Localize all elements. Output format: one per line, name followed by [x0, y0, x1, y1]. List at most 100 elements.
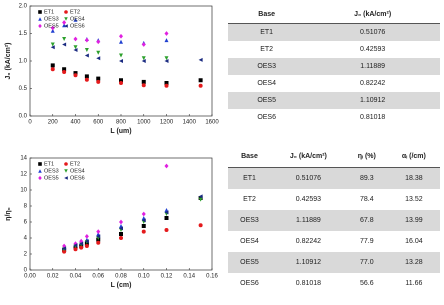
- data-point: [84, 37, 89, 43]
- data-point: [73, 48, 78, 52]
- legend-label: OES6: [70, 175, 85, 181]
- legend-label: OES6: [70, 23, 85, 29]
- x-tick-label: 0.12: [161, 274, 173, 280]
- data-point: [141, 83, 146, 88]
- x-tick-label: 400: [70, 120, 81, 126]
- table-cell: 78.4: [360, 196, 374, 203]
- data-point: [164, 38, 169, 43]
- header-row: Base J₀ (kA/cm²) ηᵢ (%) αᵢ (/cm): [228, 146, 440, 168]
- legend-label: OES5: [44, 175, 59, 181]
- legend-marker: [64, 17, 68, 21]
- y-tick-label: 2: [24, 252, 28, 258]
- data-point: [73, 45, 78, 50]
- x-tick-label: 0.02: [47, 274, 59, 280]
- legend-marker: [64, 176, 68, 180]
- table-cell: ET2: [260, 46, 274, 53]
- table-row: OES5 1.10912: [228, 92, 440, 109]
- table-cell: OES3: [228, 58, 306, 75]
- data-point: [141, 211, 146, 217]
- data-point: [141, 56, 146, 61]
- legend-marker: [64, 162, 68, 166]
- y-tick-label: 4: [24, 236, 28, 242]
- data-point: [141, 79, 146, 84]
- data-point: [50, 45, 55, 50]
- data-point: [79, 245, 84, 250]
- data-point: [119, 39, 123, 44]
- data-point: [50, 25, 55, 31]
- x-tick-label: 0.00: [24, 274, 36, 280]
- table-cell: 1.11889: [270, 210, 346, 231]
- data-point: [62, 70, 67, 74]
- data-point: [96, 50, 101, 55]
- legend-label: OES3: [44, 168, 59, 174]
- table-cell: OES6: [240, 280, 259, 287]
- data-point: [73, 17, 78, 22]
- legend-marker: [38, 162, 42, 166]
- data-point: [198, 223, 203, 228]
- data-point: [119, 33, 123, 39]
- data-point: [119, 59, 123, 63]
- table-cell: OES5: [228, 92, 306, 109]
- table-cell: 1.11889: [305, 58, 440, 75]
- table-cell: 11.66: [405, 280, 423, 287]
- y-tick-label: 1.0: [19, 59, 28, 65]
- x-tick-label: 200: [48, 120, 59, 126]
- data-point: [141, 218, 146, 223]
- charts: 0 200 400 600 800 1000 1200 1400 1600 0.0 0.5 1.0 1.…: [5, 4, 219, 289]
- data-point: [62, 20, 67, 25]
- x-tick-label: 0.06: [92, 274, 104, 280]
- y-tick-label: 6: [24, 220, 28, 226]
- header-cell: Base: [228, 6, 306, 24]
- table-row: OES4 0.82242: [228, 75, 440, 92]
- table-row: ET2 0.42593 78.4 13.52: [228, 189, 440, 210]
- data-point: [73, 71, 78, 76]
- table-cell: 56.6: [360, 280, 374, 287]
- data-point: [96, 79, 101, 84]
- x-tick-label: 1200: [160, 120, 174, 126]
- header-cell: Base: [228, 146, 271, 168]
- legend-label: OES4: [70, 168, 85, 174]
- x-axis-label: L (cm): [111, 282, 132, 289]
- legend-marker: [64, 169, 68, 173]
- x-tick-label: 0: [28, 120, 32, 126]
- table-cell: ET1: [228, 167, 271, 189]
- legend-label: OES3: [44, 16, 59, 22]
- y-tick-label: 1.5: [19, 31, 28, 37]
- y-tick-label: 0.0: [19, 114, 28, 120]
- data-point: [96, 234, 101, 239]
- data-point: [164, 210, 169, 215]
- data-point: [119, 232, 123, 236]
- legend-marker: [38, 10, 42, 14]
- legend-label: OES4: [70, 16, 85, 22]
- data-point: [119, 81, 123, 85]
- data-point: [84, 244, 89, 248]
- header-cell: J₀ (kA/cm²): [270, 146, 346, 168]
- x-tick-label: 0.04: [70, 274, 82, 280]
- data-point: [164, 81, 169, 85]
- data-point: [73, 36, 78, 42]
- legend-marker: [64, 24, 68, 28]
- x-tick-label: 0.10: [138, 274, 150, 280]
- data-point: [50, 42, 55, 47]
- y-tick-label: 12: [20, 172, 27, 178]
- table-cell: 16.04: [405, 238, 423, 245]
- data-table: Base J₀ (kA/cm²) ET1 0.51076 ET2 0.42593 OES3 1…: [228, 6, 440, 126]
- data-point: [141, 59, 146, 63]
- data-point: [73, 243, 78, 248]
- x-tick-label: 1600: [205, 120, 219, 126]
- data-point: [164, 83, 169, 88]
- table-cell: 0.42593: [360, 46, 386, 53]
- x-tick-label: 600: [93, 120, 104, 126]
- table-cell: 77.0: [345, 252, 388, 273]
- table-row: ET1 0.51076 89.3 18.38: [228, 167, 440, 189]
- data-point: [164, 216, 169, 220]
- table-cell: 0.82242: [295, 238, 322, 245]
- table-row: OES6 0.81018 56.6 11.66: [228, 273, 440, 294]
- legend-marker: [38, 169, 42, 173]
- data-point: [96, 76, 101, 81]
- data-point: [79, 241, 84, 246]
- data-point: [96, 39, 101, 45]
- data-table: Base J₀ (kA/cm²) ηᵢ (%) αᵢ (/cm) ET1 0.51076 8…: [228, 146, 440, 294]
- header-cell: αᵢ (/cm): [387, 146, 440, 168]
